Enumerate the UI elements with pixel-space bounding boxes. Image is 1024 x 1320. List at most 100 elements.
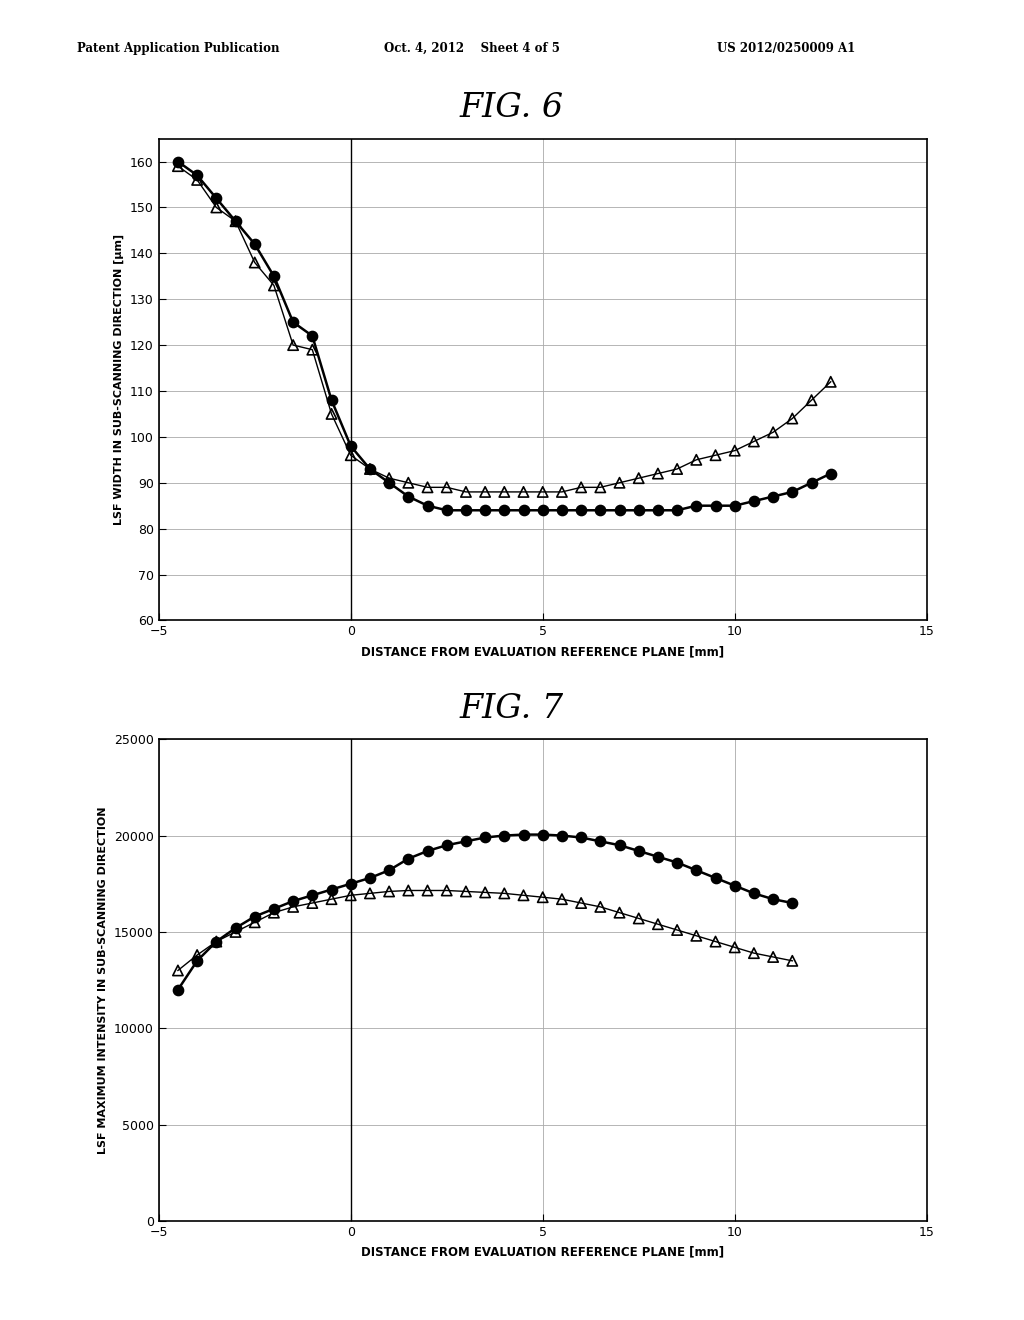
Point xyxy=(438,880,455,902)
Point xyxy=(708,867,724,888)
Point xyxy=(304,325,321,346)
Point xyxy=(188,945,205,966)
Point xyxy=(458,830,474,851)
Point xyxy=(611,500,628,521)
Point xyxy=(381,859,397,880)
Point xyxy=(765,946,781,968)
Point xyxy=(669,851,685,873)
Point xyxy=(515,824,531,845)
Point xyxy=(458,482,474,503)
Point xyxy=(170,150,186,172)
Point xyxy=(381,880,397,902)
Point xyxy=(361,883,378,904)
Point xyxy=(745,491,762,512)
Point xyxy=(342,445,359,466)
Point xyxy=(324,879,340,900)
Point xyxy=(515,482,531,503)
X-axis label: DISTANCE FROM EVALUATION REFERENCE PLANE [mm]: DISTANCE FROM EVALUATION REFERENCE PLANE… xyxy=(361,645,724,659)
Point xyxy=(535,500,551,521)
Point xyxy=(554,500,570,521)
Point xyxy=(266,265,283,286)
Point xyxy=(554,825,570,846)
Point xyxy=(266,898,283,919)
Point xyxy=(573,477,590,498)
Y-axis label: LSF WIDTH IN SUB-SCANNING DIRECTION [μm]: LSF WIDTH IN SUB-SCANNING DIRECTION [μm] xyxy=(114,234,125,525)
Point xyxy=(497,482,513,503)
Point xyxy=(745,430,762,451)
Point xyxy=(170,960,186,981)
Point xyxy=(247,252,263,273)
X-axis label: DISTANCE FROM EVALUATION REFERENCE PLANE [mm]: DISTANCE FROM EVALUATION REFERENCE PLANE… xyxy=(361,1246,724,1259)
Point xyxy=(170,979,186,1001)
Point xyxy=(784,482,801,503)
Point xyxy=(497,500,513,521)
Point xyxy=(420,495,436,516)
Point xyxy=(247,234,263,255)
Point xyxy=(381,467,397,488)
Point xyxy=(266,275,283,296)
Point xyxy=(784,950,801,972)
Point xyxy=(247,912,263,933)
Point xyxy=(611,902,628,923)
Point xyxy=(188,950,205,972)
Point xyxy=(631,908,647,929)
Point xyxy=(285,334,301,355)
Point xyxy=(342,874,359,895)
Point xyxy=(400,880,417,902)
Point xyxy=(342,436,359,457)
Point xyxy=(708,445,724,466)
Point xyxy=(227,917,244,939)
Point xyxy=(804,389,820,411)
Point xyxy=(650,463,667,484)
Point xyxy=(361,458,378,479)
Text: Patent Application Publication: Patent Application Publication xyxy=(77,42,280,55)
Point xyxy=(727,875,743,896)
Point xyxy=(745,942,762,964)
Point xyxy=(554,888,570,909)
Point xyxy=(324,888,340,909)
Point xyxy=(515,884,531,906)
Text: FIG. 7: FIG. 7 xyxy=(460,693,564,725)
Point xyxy=(477,482,494,503)
Point xyxy=(400,473,417,494)
Point xyxy=(285,896,301,917)
Point xyxy=(554,482,570,503)
Point xyxy=(784,408,801,429)
Point xyxy=(573,500,590,521)
Point xyxy=(342,884,359,906)
Point xyxy=(822,463,839,484)
Point xyxy=(497,825,513,846)
Text: US 2012/0250009 A1: US 2012/0250009 A1 xyxy=(717,42,855,55)
Point xyxy=(420,477,436,498)
Point xyxy=(515,500,531,521)
Point xyxy=(324,389,340,411)
Text: FIG. 6: FIG. 6 xyxy=(460,92,564,124)
Point xyxy=(688,495,705,516)
Point xyxy=(285,312,301,333)
Point xyxy=(535,482,551,503)
Point xyxy=(784,892,801,913)
Text: Oct. 4, 2012    Sheet 4 of 5: Oct. 4, 2012 Sheet 4 of 5 xyxy=(384,42,560,55)
Point xyxy=(227,211,244,232)
Point xyxy=(765,888,781,909)
Point xyxy=(208,187,224,209)
Point xyxy=(688,859,705,880)
Point xyxy=(304,884,321,906)
Point xyxy=(573,826,590,847)
Point xyxy=(592,500,608,521)
Point xyxy=(535,824,551,845)
Point xyxy=(611,834,628,855)
Point xyxy=(477,826,494,847)
Point xyxy=(361,867,378,888)
Point xyxy=(727,440,743,461)
Point xyxy=(631,467,647,488)
Point xyxy=(247,906,263,927)
Point xyxy=(727,495,743,516)
Point xyxy=(669,500,685,521)
Point xyxy=(381,473,397,494)
Point xyxy=(535,887,551,908)
Point xyxy=(285,891,301,912)
Point xyxy=(170,156,186,177)
Point xyxy=(477,882,494,903)
Point xyxy=(688,449,705,470)
